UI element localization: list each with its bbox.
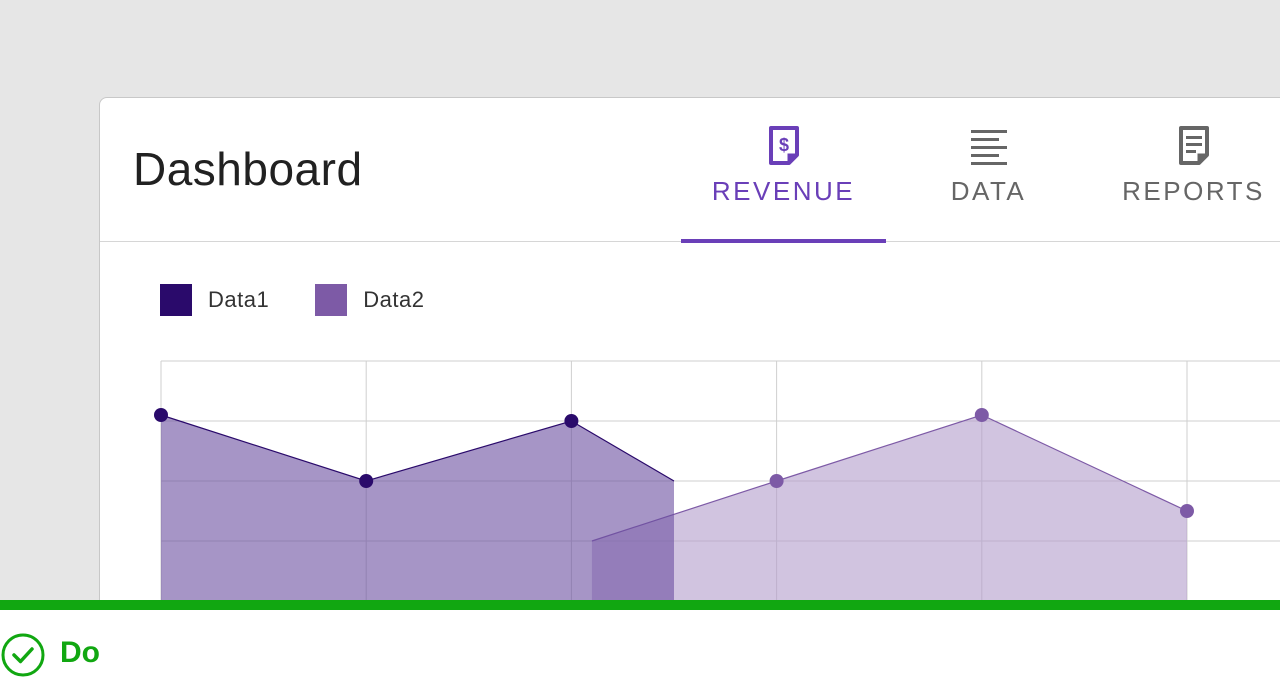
series-area-data2 [591,415,1187,600]
data-point-data2 [769,474,784,488]
do-label: Do [60,636,100,669]
footer-divider [0,600,1280,610]
text-lines-icon [970,130,1007,165]
chart-legend: Data1 Data2 [160,284,470,316]
data-point-data2 [1180,504,1194,518]
dashboard-card: Dashboard $ REVENUE DATA [99,97,1280,600]
page-title: Dashboard [133,143,363,195]
series-line-data2 [591,414,1188,542]
data-point-data1 [564,414,579,428]
tab-reports-label: REPORTS [1122,176,1265,206]
document-icon [1178,126,1209,165]
legend-label-data1: Data1 [208,287,270,312]
tab-data[interactable]: DATA [886,98,1091,242]
tab-data-label: DATA [950,176,1027,206]
tab-revenue[interactable]: $ REVENUE [681,98,886,243]
card-header: Dashboard $ REVENUE DATA [100,98,1280,243]
legend-swatch-data1 [160,284,192,316]
series-line-data1 [160,414,675,482]
data-point-data2 [974,408,989,422]
legend-label-data2: Data2 [363,287,425,312]
footer: Do [0,610,1280,690]
backdrop: Dashboard $ REVENUE DATA [0,0,1280,600]
legend-item-data1[interactable]: Data1 [160,284,269,316]
legend-item-data2[interactable]: Data2 [315,284,424,316]
check-circle-icon [1,633,45,677]
revenue-receipt-icon: $ [768,126,799,165]
data-point-data1 [154,408,168,422]
series-area-data1 [161,415,674,600]
tab-reports[interactable]: REPORTS [1091,98,1280,242]
data-point-data1 [359,474,374,488]
legend-swatch-data2 [315,284,348,316]
active-tab-indicator [681,239,886,243]
tab-revenue-label: REVENUE [711,176,856,206]
area-chart [154,360,1280,600]
svg-text:$: $ [778,135,788,155]
